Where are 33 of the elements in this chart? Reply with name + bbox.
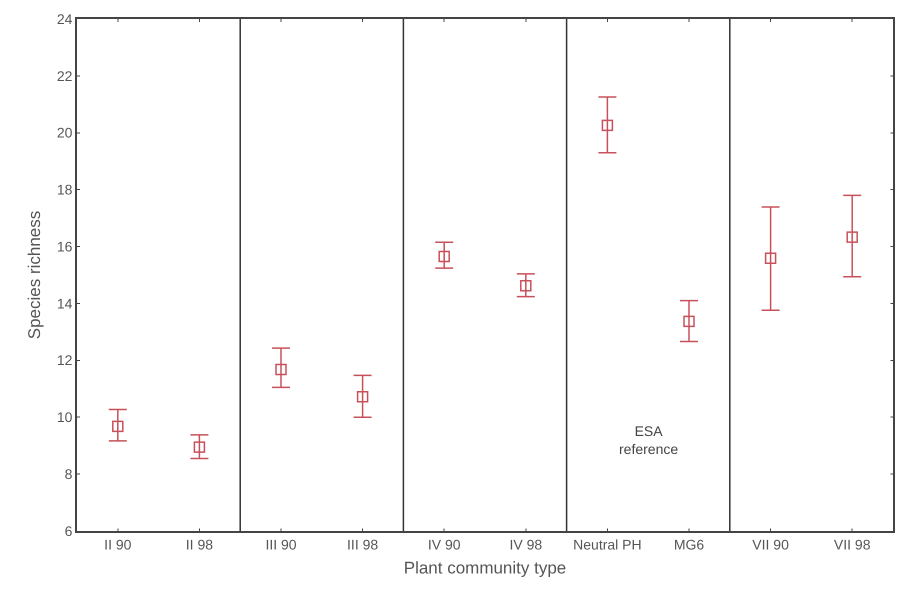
point [275, 364, 287, 376]
point [112, 420, 124, 432]
point [438, 250, 450, 262]
y-tick-label: 18 [56, 182, 73, 198]
point [194, 441, 206, 453]
y-tick-label: 24 [56, 10, 73, 27]
x-tick-label: VII 98 [834, 536, 871, 553]
x-tick-label: III 98 [347, 536, 378, 553]
y-axis-title: Species richness [24, 210, 44, 340]
point [683, 316, 695, 328]
x-axis-title: Plant community type [404, 558, 566, 578]
point [602, 120, 614, 132]
point [846, 231, 858, 243]
x-tick-label: MG6 [674, 536, 704, 553]
point [356, 390, 368, 402]
y-tick-label: 6 [64, 522, 73, 539]
annotation: ESA reference [619, 423, 678, 458]
x-tick-label: III 90 [265, 536, 297, 553]
x-tick-label: VII 90 [752, 536, 790, 553]
x-tick-label: II 98 [186, 536, 214, 553]
y-tick-label: 10 [56, 409, 73, 426]
x-tick-label: II 90 [104, 536, 132, 553]
y-tick-label: 12 [56, 352, 73, 368]
y-tick-label: 14 [56, 295, 73, 312]
y-tick-label: 8 [64, 466, 73, 482]
point [520, 280, 532, 292]
y-tick-label: 22 [56, 68, 73, 84]
x-tick-label: IV 98 [509, 536, 542, 553]
x-tick-label: IV 90 [428, 536, 461, 553]
x-tick-label: Neutral PH [573, 536, 642, 553]
y-tick-label: 20 [56, 124, 73, 141]
y-tick-label: 16 [56, 238, 73, 254]
point [764, 252, 776, 264]
